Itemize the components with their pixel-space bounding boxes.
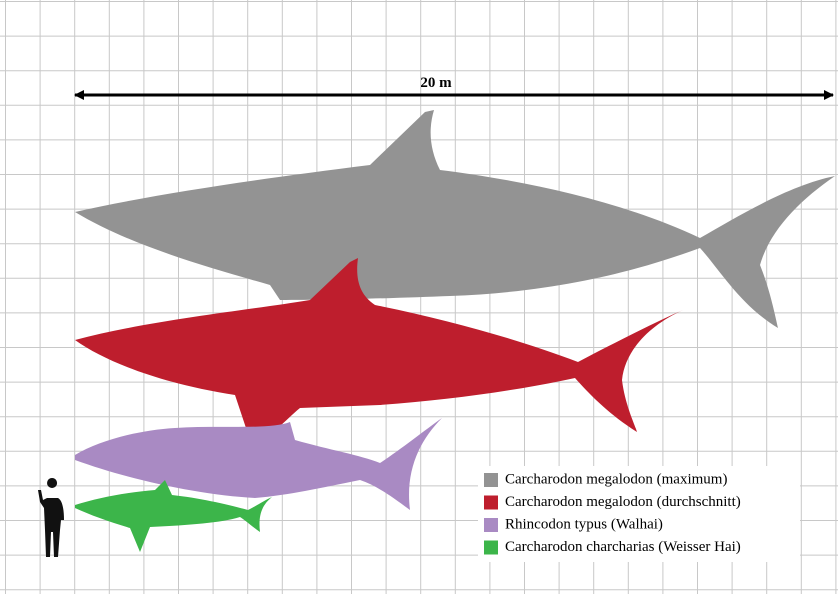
legend-swatch [484, 518, 498, 532]
legend-label: Carcharodon megalodon (durchschnitt) [505, 494, 741, 510]
megalodon-average-silhouette [75, 258, 683, 440]
legend-swatch [484, 473, 498, 487]
human-silhouette [38, 478, 64, 557]
legend-swatch [484, 540, 498, 555]
legend-label: Carcharodon megalodon (maximum) [505, 471, 727, 487]
white-shark-silhouette [75, 480, 272, 552]
whale-shark-silhouette [75, 418, 442, 510]
legend-swatch [484, 495, 498, 510]
legend-label: Rhincodon typus (Walhai) [505, 516, 663, 532]
scale-label: 20 m [420, 75, 452, 91]
legend-box [478, 466, 800, 562]
legend-label: Carcharodon charcharias (Weisser Hai) [505, 539, 741, 555]
megalodon-max-silhouette [75, 110, 835, 328]
legend: Carcharodon megalodon (maximum) Carcharod… [478, 466, 800, 562]
